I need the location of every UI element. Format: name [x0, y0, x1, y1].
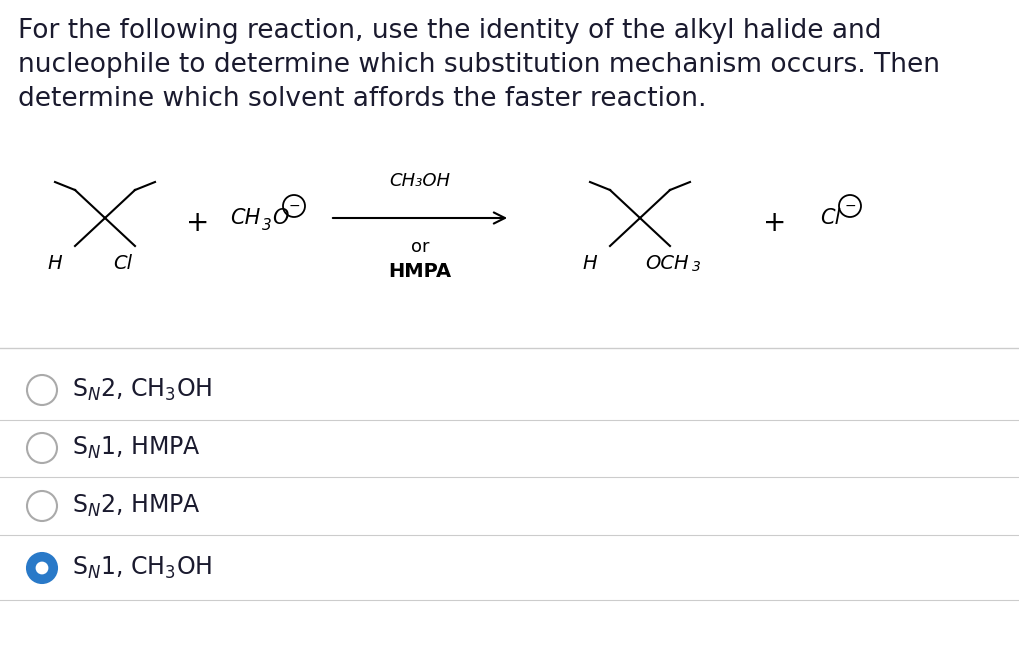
Text: CH: CH [229, 208, 260, 228]
Text: S$_N$1, HMPA: S$_N$1, HMPA [72, 435, 201, 461]
Text: S$_N$1, CH$_3$OH: S$_N$1, CH$_3$OH [72, 555, 212, 581]
Text: CH₃OH: CH₃OH [389, 172, 450, 190]
Text: HMPA: HMPA [388, 262, 451, 281]
Text: S$_N$2, CH$_3$OH: S$_N$2, CH$_3$OH [72, 377, 212, 403]
Text: Cl: Cl [113, 254, 131, 273]
Text: determine which solvent affords the faster reaction.: determine which solvent affords the fast… [18, 86, 706, 112]
Text: OCH: OCH [644, 254, 688, 273]
Circle shape [37, 562, 48, 574]
Text: +: + [762, 209, 786, 237]
Text: H: H [582, 254, 597, 273]
Circle shape [26, 433, 57, 463]
Text: S$_N$2, HMPA: S$_N$2, HMPA [72, 493, 201, 519]
Text: or: or [411, 238, 429, 256]
Circle shape [26, 491, 57, 521]
Text: −: − [288, 199, 300, 213]
Text: For the following reaction, use the identity of the alkyl halide and: For the following reaction, use the iden… [18, 18, 880, 44]
Text: Cl: Cl [819, 208, 840, 228]
Text: −: − [844, 199, 855, 213]
Text: +: + [186, 209, 210, 237]
Text: 3: 3 [262, 218, 271, 233]
Circle shape [26, 375, 57, 405]
Text: O: O [272, 208, 288, 228]
Text: H: H [48, 254, 62, 273]
Text: 3: 3 [691, 260, 700, 274]
Circle shape [26, 553, 57, 583]
Text: nucleophile to determine which substitution mechanism occurs. Then: nucleophile to determine which substitut… [18, 52, 940, 78]
